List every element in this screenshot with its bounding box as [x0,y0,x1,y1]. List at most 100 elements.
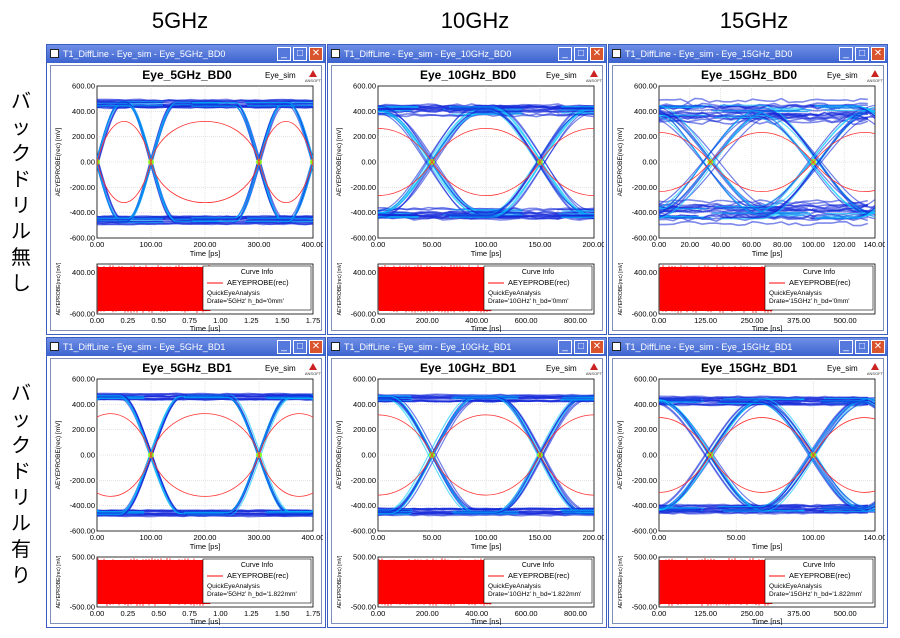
wave-x-tick: 1.50 [275,316,290,325]
legend-detail: Drate='5GHz' h_bd='0mm' [207,298,284,305]
minimize-icon[interactable]: _ [839,340,853,354]
eye-diagram-svg: Eye_15GHz_BD0 Eye_sim ANSOFT 0.00 20.00 40.00… [617,68,885,332]
wave-y-label: AEYEPROBE(rec) [mV] [618,555,624,608]
legend-title: Curve Info [241,562,273,569]
legend-detail: QuickEyeAnalysis [488,583,541,590]
eye-y-tick: 200.00 [634,132,657,141]
window-title-bar[interactable]: T1_DiffLine - Eye_sim - Eye_15GHz_BD1 _ □ ✕ [609,338,887,356]
eye-y-tick: -600.00 [351,234,376,243]
ansoft-logo-text: ANSOFT [586,78,603,83]
plot-area: Eye_5GHz_BD1 Eye_sim ANSOFT 0.00 100.00 200.0… [50,358,323,625]
eye-trace-low [378,216,594,221]
report-window[interactable]: T1_DiffLine - Eye_sim - Eye_10GHz_BD1 _ □ ✕… [327,337,607,628]
wave-y-tick: -600.00 [632,310,657,319]
wave-y-tick: -500.00 [351,603,376,612]
eye-y-tick: -200.00 [632,476,657,485]
curve-info-legend: Curve Info AEYEPROBE(rec) QuickEyeAnalysis… [202,265,312,311]
eye-y-tick: 400.00 [353,400,376,409]
eye-y-tick: 600.00 [72,375,95,384]
window-title: T1_DiffLine - Eye_sim - Eye_15GHz_BD0 [625,49,793,59]
plot-area: Eye_5GHz_BD0 Eye_sim ANSOFT 0.00 100.00 200.0… [50,65,323,332]
minimize-icon[interactable]: _ [277,47,291,61]
wave-x-tick: 0.00 [90,316,105,325]
eye-x-tick: 0.00 [371,240,386,249]
minimize-icon[interactable]: _ [277,340,291,354]
close-icon[interactable]: ✕ [590,340,604,354]
minimize-icon[interactable]: _ [558,340,572,354]
waveform-trace [378,265,492,313]
window-title-bar[interactable]: T1_DiffLine - Eye_sim - Eye_10GHz_BD0 _ □ ✕ [328,45,606,63]
window-title: T1_DiffLine - Eye_sim - Eye_5GHz_BD0 [63,49,226,59]
eye-x-tick: 80.00 [773,240,792,249]
legend-detail: QuickEyeAnalysis [207,583,260,590]
eye-x-tick: 100.00 [475,240,498,249]
legend-title: Curve Info [803,269,835,276]
eye-y-tick: 200.00 [72,425,95,434]
column-header-10ghz: 10GHz [440,8,510,33]
eye-y-tick: 600.00 [353,375,376,384]
report-window[interactable]: T1_DiffLine - Eye_sim - Eye_15GHz_BD1 _ □ ✕… [608,337,888,628]
report-window[interactable]: T1_DiffLine - Eye_sim - Eye_10GHz_BD0 _ □ ✕… [327,44,607,335]
close-icon[interactable]: ✕ [590,47,604,61]
close-icon[interactable]: ✕ [309,47,323,61]
maximize-icon[interactable]: □ [293,340,307,354]
close-icon[interactable]: ✕ [871,47,885,61]
curve-info-legend: Curve Info AEYEPROBE(rec) QuickEyeAnalysis… [483,558,593,604]
eye-trace-falling [659,105,810,214]
chart-title: Eye_15GHz_BD1 [701,361,797,375]
eye-trace-rising [820,502,875,510]
chart-title: Eye_5GHz_BD0 [142,68,232,82]
eye-x-tick: 120.00 [833,240,856,249]
eye-y-tick: -200.00 [351,476,376,485]
wave-y-label: AEYEPROBE(rec) [mV] [56,262,62,315]
wave-x-tick: 500.00 [834,609,857,618]
eye-y-tick: 400.00 [353,107,376,116]
ansoft-logo-text: ANSOFT [305,78,322,83]
report-window[interactable]: T1_DiffLine - Eye_sim - Eye_5GHz_BD1 _ □ ✕ E… [46,337,326,628]
eye-y-tick: -400.00 [351,208,376,217]
legend-detail: QuickEyeAnalysis [207,290,260,297]
maximize-icon[interactable]: □ [293,47,307,61]
eye-trace-high [97,398,313,401]
eye-y-tick: -400.00 [70,208,95,217]
maximize-icon[interactable]: □ [574,47,588,61]
ansoft-logo: ANSOFT [586,363,603,376]
maximize-icon[interactable]: □ [574,340,588,354]
close-icon[interactable]: ✕ [871,340,885,354]
eye-x-tick: 200.00 [194,240,217,249]
eye-trace-high [659,97,868,104]
window-icon [331,49,340,58]
maximize-icon[interactable]: □ [855,340,869,354]
legend-detail: Drate='5GHz' h_bd='1.822mm' [207,591,297,598]
window-title-bar[interactable]: T1_DiffLine - Eye_sim - Eye_5GHz_BD1 _ □ ✕ [47,338,325,356]
wave-x-tick: 0.00 [371,609,386,618]
wave-x-tick: 250.00 [741,316,764,325]
window-title-bar[interactable]: T1_DiffLine - Eye_sim - Eye_5GHz_BD0 _ □ ✕ [47,45,325,63]
plot-area: Eye_15GHz_BD1 Eye_sim ANSOFT 0.00 50.00 100.0… [612,358,885,625]
eye-opening-contour [258,120,313,204]
window-title-bar[interactable]: T1_DiffLine - Eye_sim - Eye_10GHz_BD1 _ □ ✕ [328,338,606,356]
eye-trace-rising [97,397,145,401]
eye-y-tick: -200.00 [351,183,376,192]
eye-trace-rising [659,399,799,507]
waveform-dense-area [660,267,773,311]
wave-x-tick: 0.50 [151,316,166,325]
close-icon[interactable]: ✕ [309,340,323,354]
eye-traces [659,395,875,515]
eye-trace-rising [659,109,812,210]
report-window[interactable]: T1_DiffLine - Eye_sim - Eye_15GHz_BD0 _ □ ✕… [608,44,888,335]
maximize-icon[interactable]: □ [855,47,869,61]
waveform-dense-area [379,560,492,604]
eye-trace-rising [814,208,875,219]
minimize-icon[interactable]: _ [558,47,572,61]
legend-title: Curve Info [241,269,273,276]
report-window[interactable]: T1_DiffLine - Eye_sim - Eye_5GHz_BD0 _ □ ✕ E… [46,44,326,335]
minimize-icon[interactable]: _ [839,47,853,61]
window-title-bar[interactable]: T1_DiffLine - Eye_sim - Eye_15GHz_BD0 _ □ ✕ [609,45,887,63]
wave-x-tick: 600.00 [515,609,538,618]
eye-y-tick: -200.00 [70,183,95,192]
eye-trace-falling [820,401,875,409]
wave-x-tick: 200.00 [416,316,439,325]
waveform-trace [378,558,492,606]
eye-y-tick: -600.00 [70,527,95,536]
